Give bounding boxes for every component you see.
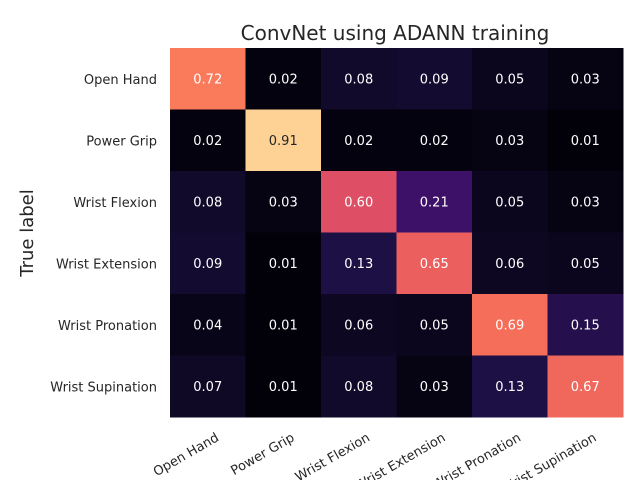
cell-value-label: 0.09 xyxy=(193,257,222,272)
heatmap-cell xyxy=(245,355,322,418)
heatmap-cell xyxy=(396,48,473,110)
cell-value-label: 0.21 xyxy=(420,195,449,210)
x-tick-label: Power Grip xyxy=(228,430,297,478)
cell-value-label: 0.05 xyxy=(571,257,600,272)
cell-value-label: 0.02 xyxy=(193,134,222,149)
heatmap-cell xyxy=(170,232,246,295)
heatmap-cell xyxy=(321,48,397,110)
cell-value-label: 0.65 xyxy=(420,257,449,272)
x-tick-label: Open Hand xyxy=(151,430,222,480)
x-tick-label: Wrist Flexion xyxy=(293,430,373,480)
cell-value-label: 0.13 xyxy=(495,380,524,395)
cell-value-label: 0.72 xyxy=(193,72,222,87)
heatmap-cell xyxy=(547,232,624,295)
heatmap-cell xyxy=(321,232,397,295)
heatmap-cell xyxy=(396,109,473,172)
heatmap-cell xyxy=(170,294,246,356)
cell-value-label: 0.03 xyxy=(495,134,524,149)
cell-value-label: 0.08 xyxy=(344,380,373,395)
y-tick-label: Open Hand xyxy=(84,73,157,88)
heatmap-cell xyxy=(245,294,322,356)
heatmap-cell xyxy=(547,171,624,233)
heatmap-cells: 0.72 0.02 0.08 0.09 0.05 0.03 0.02 0.91 0.02 0.02… xyxy=(170,48,624,418)
cell-value-label: 0.02 xyxy=(420,134,449,149)
cell-value-label: 0.01 xyxy=(269,380,298,395)
cell-value-label: 0.01 xyxy=(571,134,600,149)
cell-value-label: 0.09 xyxy=(420,72,449,87)
cell-value-label: 0.07 xyxy=(193,380,222,395)
cell-value-label: 0.67 xyxy=(571,380,600,395)
heatmap-cell xyxy=(396,294,473,356)
y-axis-label: True label xyxy=(17,189,38,278)
cell-value-label: 0.02 xyxy=(344,134,373,149)
cell-value-label: 0.02 xyxy=(269,72,298,87)
cell-value-label: 0.01 xyxy=(269,318,298,333)
heatmap-cell xyxy=(472,232,548,295)
heatmap-cell xyxy=(245,232,322,295)
cell-value-label: 0.05 xyxy=(495,195,524,210)
heatmap-cell xyxy=(245,48,322,110)
heatmap-cell xyxy=(547,355,624,418)
cell-value-label: 0.03 xyxy=(269,195,298,210)
heatmap-cell xyxy=(472,294,548,356)
cell-value-label: 0.91 xyxy=(269,134,298,149)
heatmap-cell xyxy=(321,294,397,356)
heatmap-cell xyxy=(321,171,397,233)
y-tick-label: Wrist Pronation xyxy=(58,319,157,334)
heatmap-cell xyxy=(547,294,624,356)
heatmap-cell xyxy=(472,109,548,172)
cell-value-label: 0.04 xyxy=(193,318,222,333)
cell-value-label: 0.60 xyxy=(344,195,373,210)
cell-value-label: 0.03 xyxy=(571,72,600,87)
cell-value-label: 0.06 xyxy=(344,318,373,333)
heatmap-cell xyxy=(547,109,624,172)
heatmap-cell xyxy=(245,171,322,233)
y-tick-label: Wrist Extension xyxy=(56,257,157,272)
heatmap-cell xyxy=(396,355,473,418)
cell-value-label: 0.05 xyxy=(420,318,449,333)
cell-value-label: 0.03 xyxy=(420,380,449,395)
y-tick-label: Power Grip xyxy=(86,134,157,149)
heatmap-cell xyxy=(396,232,473,295)
heatmap-cell xyxy=(396,171,473,233)
cell-value-label: 0.69 xyxy=(495,318,524,333)
heatmap-cell xyxy=(170,109,246,172)
cell-value-label: 0.05 xyxy=(495,72,524,87)
heatmap-cell xyxy=(321,109,397,172)
cell-value-label: 0.06 xyxy=(495,257,524,272)
heatmap-cell xyxy=(170,355,246,418)
heatmap-cell xyxy=(547,48,624,110)
heatmap-cell xyxy=(170,48,246,110)
heatmap-cell xyxy=(170,171,246,233)
y-tick-label: Wrist Supination xyxy=(50,380,157,395)
heatmap-cell xyxy=(321,355,397,418)
heatmap-cell xyxy=(472,355,548,418)
heatmap-cell xyxy=(245,109,322,172)
heatmap-cell xyxy=(472,171,548,233)
chart-title: ConvNet using ADANN training xyxy=(241,21,550,45)
cell-value-label: 0.03 xyxy=(571,195,600,210)
cell-value-label: 0.13 xyxy=(344,257,373,272)
heatmap-cell xyxy=(472,48,548,110)
cell-value-label: 0.08 xyxy=(193,195,222,210)
y-tick-label: Wrist Flexion xyxy=(73,196,157,211)
cell-value-label: 0.01 xyxy=(269,257,298,272)
cell-value-label: 0.15 xyxy=(571,318,600,333)
y-tick-labels: Open Hand Power Grip Wrist Flexion Wrist Ex… xyxy=(50,73,157,396)
cell-value-label: 0.08 xyxy=(344,72,373,87)
